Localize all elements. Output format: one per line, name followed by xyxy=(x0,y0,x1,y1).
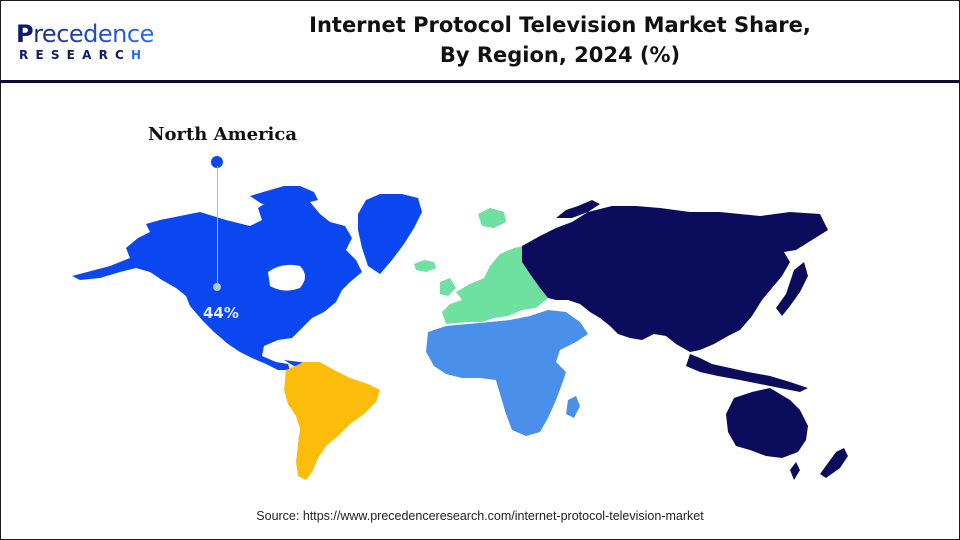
region-north-america xyxy=(72,186,422,370)
callout-leader-line xyxy=(216,166,218,286)
source-citation: Source: https://www.precedenceresearch.c… xyxy=(256,509,704,523)
region-latin-america xyxy=(284,362,380,480)
callout-region-label: North America xyxy=(148,124,298,145)
header-divider xyxy=(0,80,960,83)
chart-title-line2: By Region, 2024 (%) xyxy=(439,43,681,67)
region-middle-east-africa xyxy=(426,310,588,436)
region-europe xyxy=(414,208,548,324)
north-america-value-label: 44% xyxy=(203,304,239,322)
world-map xyxy=(72,186,848,480)
logo-subtitle-last: H xyxy=(131,48,149,62)
logo-subtitle: RESEARCH xyxy=(19,48,148,62)
chart-title-line1: Internet Protocol Television Market Shar… xyxy=(309,13,811,37)
logo-wordmark-rest: recedence xyxy=(33,20,154,48)
chart-title: Internet Protocol Television Market Shar… xyxy=(260,10,860,70)
region-asia-pacific xyxy=(522,200,848,480)
callout-marker-dot xyxy=(211,156,223,168)
logo-wordmark: Precedence xyxy=(16,20,154,48)
logo-subtitle-main: RESEARC xyxy=(19,48,132,62)
logo-p-glyph: P xyxy=(16,20,34,48)
header: Precedence RESEARCH Internet Protocol Te… xyxy=(0,0,960,82)
precedence-research-logo: Precedence RESEARCH xyxy=(16,20,166,64)
callout-anchor-dot xyxy=(213,283,221,291)
